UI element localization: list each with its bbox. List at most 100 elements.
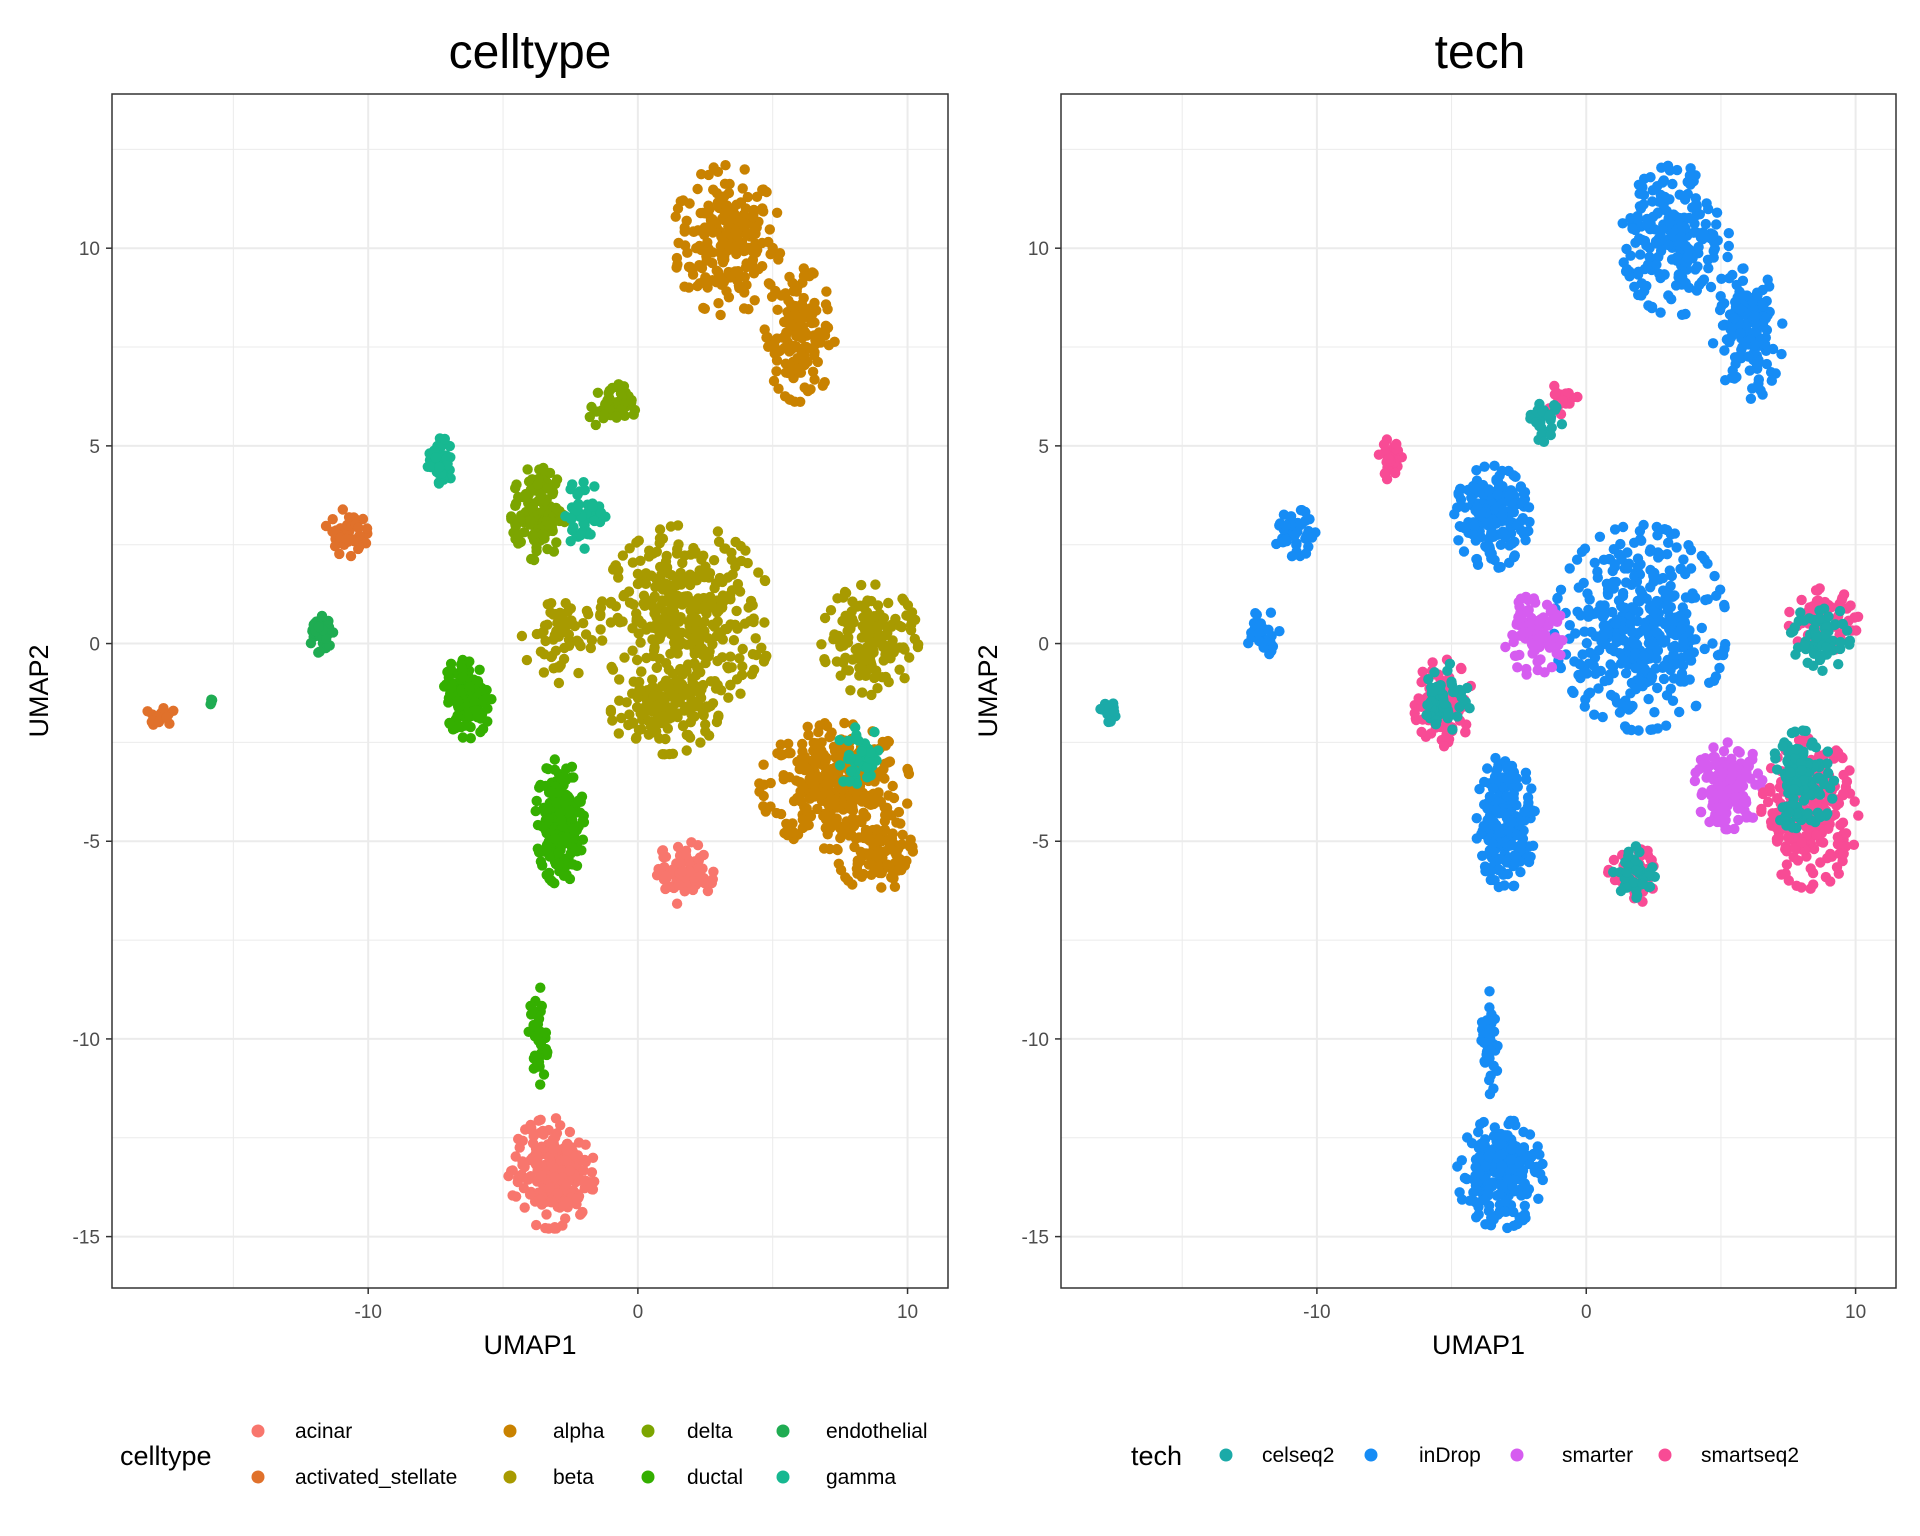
point-alpha bbox=[723, 187, 735, 199]
point-inDrop bbox=[1688, 227, 1699, 238]
x-tick-label: -10 bbox=[354, 1302, 381, 1323]
point-inDrop bbox=[1503, 1118, 1514, 1130]
point-beta bbox=[643, 551, 655, 562]
point-beta bbox=[647, 634, 658, 645]
point-acinar bbox=[543, 1151, 555, 1163]
point-beta bbox=[702, 702, 713, 713]
point-alpha bbox=[719, 208, 730, 219]
point-gamma bbox=[579, 543, 590, 554]
y-tick-label: 0 bbox=[89, 635, 100, 656]
point-beta bbox=[677, 599, 688, 610]
point-beta bbox=[685, 578, 696, 589]
point-alpha bbox=[879, 773, 890, 784]
point-inDrop bbox=[1495, 539, 1507, 550]
point-ductal bbox=[535, 982, 546, 993]
point-beta bbox=[731, 605, 742, 617]
point-smarter bbox=[1727, 761, 1739, 773]
point-alpha bbox=[871, 824, 882, 835]
point-acinar bbox=[671, 898, 683, 909]
point-gamma bbox=[425, 461, 436, 473]
point-delta bbox=[531, 545, 542, 557]
point-inDrop bbox=[1645, 172, 1656, 183]
point-inDrop bbox=[1693, 241, 1704, 253]
point-beta bbox=[887, 635, 898, 646]
point-beta bbox=[683, 616, 694, 627]
point-alpha bbox=[789, 396, 800, 407]
point-alpha bbox=[788, 286, 799, 297]
point-inDrop bbox=[1776, 348, 1787, 360]
point-ductal bbox=[553, 847, 564, 858]
point-beta bbox=[535, 646, 547, 657]
point-alpha bbox=[694, 278, 705, 289]
point-delta bbox=[506, 511, 517, 522]
point-inDrop bbox=[1700, 594, 1711, 606]
point-alpha bbox=[820, 778, 832, 790]
point-acinar bbox=[579, 1154, 590, 1166]
point-ductal bbox=[444, 718, 455, 729]
point-inDrop bbox=[1667, 178, 1678, 190]
point-beta bbox=[886, 643, 898, 655]
point-gamma bbox=[589, 481, 600, 492]
point-alpha bbox=[769, 338, 780, 349]
cluster-activated_stellate bbox=[320, 504, 373, 562]
point-acinar bbox=[549, 1172, 561, 1183]
point-inDrop bbox=[1667, 695, 1679, 706]
point-beta bbox=[857, 652, 868, 664]
y-tick-label: 5 bbox=[89, 437, 100, 458]
point-beta bbox=[726, 547, 737, 558]
point-inDrop bbox=[1564, 563, 1575, 574]
point-inDrop bbox=[1723, 240, 1735, 252]
point-ductal bbox=[549, 754, 560, 765]
cluster-inDrop bbox=[1271, 505, 1321, 562]
point-alpha bbox=[899, 860, 911, 871]
point-ductal bbox=[456, 684, 467, 695]
point-alpha bbox=[798, 270, 810, 282]
point-inDrop bbox=[1577, 649, 1588, 660]
point-beta bbox=[843, 632, 854, 643]
point-gamma bbox=[434, 461, 445, 473]
point-beta bbox=[861, 607, 872, 619]
point-acinar bbox=[693, 855, 704, 866]
point-inDrop bbox=[1637, 182, 1648, 193]
point-beta bbox=[623, 586, 635, 597]
point-alpha bbox=[803, 729, 814, 741]
point-inDrop bbox=[1589, 557, 1601, 568]
point-inDrop bbox=[1470, 1162, 1481, 1173]
y-tick-label: -5 bbox=[83, 832, 100, 853]
point-inDrop bbox=[1461, 1173, 1472, 1185]
point-alpha bbox=[774, 248, 786, 259]
point-ductal bbox=[560, 832, 571, 843]
point-alpha bbox=[798, 760, 809, 771]
point-smartseq2 bbox=[1773, 833, 1784, 844]
point-inDrop bbox=[1770, 368, 1781, 379]
cluster-gamma bbox=[422, 433, 456, 489]
point-smarter bbox=[1750, 779, 1761, 790]
point-alpha bbox=[779, 391, 791, 402]
point-alpha bbox=[883, 790, 894, 801]
point-alpha bbox=[855, 846, 866, 857]
point-inDrop bbox=[1653, 196, 1665, 207]
point-alpha bbox=[797, 309, 809, 320]
point-inDrop bbox=[1300, 548, 1312, 559]
point-beta bbox=[748, 664, 760, 675]
point-inDrop bbox=[1643, 693, 1654, 705]
point-inDrop bbox=[1655, 307, 1666, 318]
point-alpha bbox=[903, 768, 915, 780]
x-tick-label: 10 bbox=[897, 1302, 918, 1323]
point-alpha bbox=[715, 309, 726, 321]
point-inDrop bbox=[1516, 838, 1528, 849]
point-inDrop bbox=[1484, 986, 1495, 997]
point-inDrop bbox=[1643, 300, 1654, 311]
point-ductal bbox=[442, 666, 453, 678]
point-activated_stellate bbox=[361, 523, 373, 534]
point-inDrop bbox=[1518, 1126, 1529, 1138]
legend-label: activated_stellate bbox=[295, 1466, 457, 1489]
point-beta bbox=[542, 599, 553, 610]
point-inDrop bbox=[1707, 338, 1719, 349]
points-layer bbox=[142, 160, 924, 1234]
point-beta bbox=[866, 689, 877, 701]
point-inDrop bbox=[1711, 590, 1722, 601]
point-inDrop bbox=[1669, 528, 1681, 539]
point-smartseq2 bbox=[1815, 857, 1826, 868]
